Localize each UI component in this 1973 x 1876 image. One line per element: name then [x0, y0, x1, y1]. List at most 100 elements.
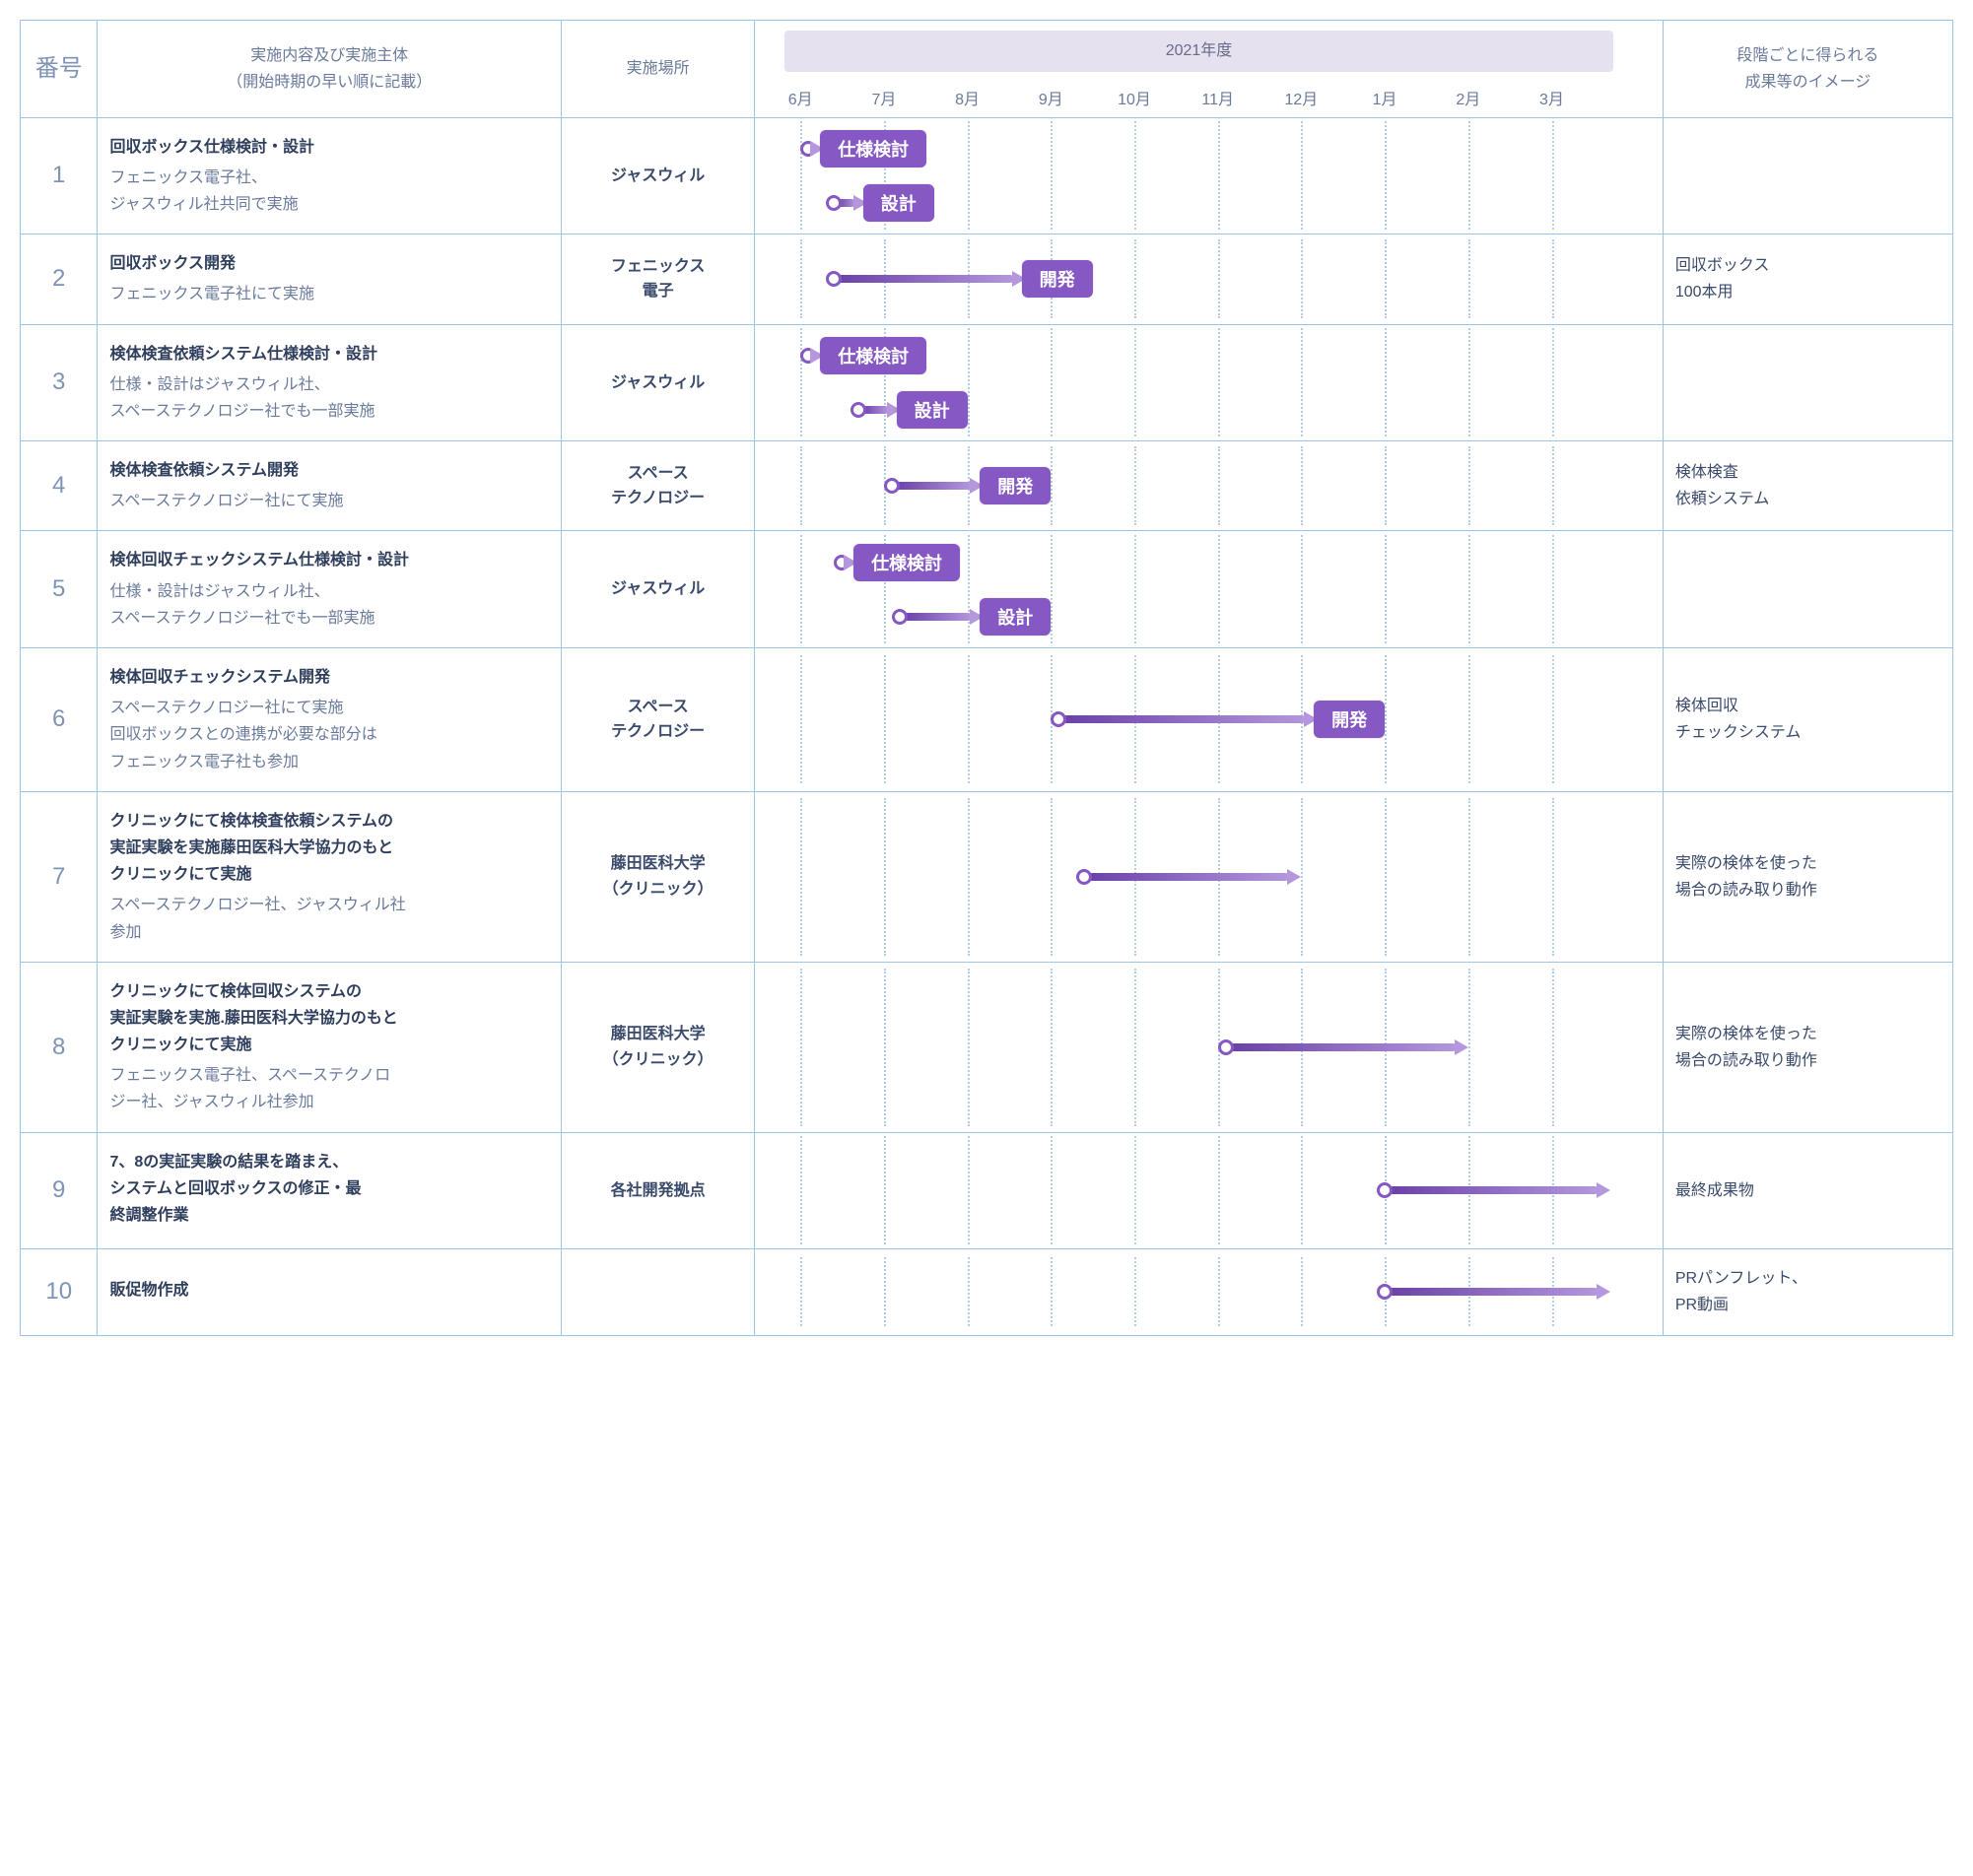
row-title: 回収ボックス仕様検討・設計 [109, 134, 549, 161]
row-result: 実際の検体を使った場合の読み取り動作 [1663, 791, 1952, 962]
month-label: 10月 [1118, 88, 1151, 113]
gridline [1552, 239, 1554, 318]
gridline [1134, 328, 1136, 436]
gridline [1051, 328, 1053, 436]
gridline [1218, 328, 1220, 436]
gridline [1468, 446, 1470, 525]
gridline [1552, 446, 1554, 525]
gridline [800, 655, 802, 783]
gridline [800, 446, 802, 525]
gridline [968, 121, 970, 230]
row-chart-cell [755, 1249, 1664, 1335]
gridline [1385, 535, 1387, 643]
bar-label: 仕様検討 [820, 130, 926, 168]
gridline [1134, 535, 1136, 643]
gridline [1134, 121, 1136, 230]
table-row: 5検体回収チェックシステム仕様検討・設計仕様・設計はジャスウィル社、スペーステク… [21, 531, 1953, 648]
gridline [968, 1136, 970, 1244]
bar-line [1088, 873, 1290, 881]
row-title: 7、8の実証実験の結果を踏まえ、システムと回収ボックスの修正・最終調整作業 [109, 1149, 549, 1230]
gridline [1051, 446, 1053, 525]
bar-label: 仕様検討 [820, 337, 926, 374]
row-chart-cell: 仕様検討設計 [755, 117, 1664, 234]
gridline [1218, 535, 1220, 643]
gridline [1552, 328, 1554, 436]
row-place: 藤田医科大学（クリニック） [562, 791, 755, 962]
row-title: 検体検査依頼システム開発 [109, 457, 549, 484]
gantt-bar [1377, 1173, 1610, 1207]
gridline [968, 969, 970, 1126]
row-number: 5 [21, 531, 98, 648]
row-chart-cell: 開発 [755, 441, 1664, 531]
gridline [800, 239, 802, 318]
gantt-bar: 仕様検討 [800, 132, 884, 166]
gridline [1218, 1257, 1220, 1326]
gridline [1218, 239, 1220, 318]
gantt-bar: 開発 [884, 469, 1051, 502]
table-header: 番号 実施内容及び実施主体 （開始時期の早い順に記載） 実施場所 2021年度 … [21, 21, 1953, 118]
bar-start-dot-icon [884, 478, 900, 494]
row-number: 8 [21, 962, 98, 1132]
row-title: 検体回収チェックシステム開発 [109, 664, 549, 691]
row-place: スペーステクノロジー [562, 648, 755, 792]
row-place [562, 1249, 755, 1335]
chart-area [755, 1136, 1663, 1244]
gantt-bar: 設計 [826, 186, 934, 220]
gridline [1385, 121, 1387, 230]
row-place: 各社開発拠点 [562, 1132, 755, 1249]
table-row: 97、8の実証実験の結果を踏まえ、システムと回収ボックスの修正・最終調整作業各社… [21, 1132, 1953, 1249]
gridline [1218, 446, 1220, 525]
row-result [1663, 117, 1952, 234]
gridline [1051, 121, 1053, 230]
table-row: 8クリニックにて検体回収システムの実証実験を実施.藤田医科大学協力のもとクリニッ… [21, 962, 1953, 1132]
row-subtitle: フェニックス電子社、スペーステクノロジー社、ジャスウィル社参加 [109, 1062, 549, 1115]
gridline [1051, 798, 1053, 956]
gridline [1301, 446, 1303, 525]
timeline-header-container: 2021年度 6月7月8月9月10月11月12月1月2月3月 [755, 31, 1663, 117]
header-place: 実施場所 [562, 21, 755, 118]
row-result: 実際の検体を使った場合の読み取り動作 [1663, 962, 1952, 1132]
row-description: 検体検査依頼システム仕様検討・設計仕様・設計はジャスウィル社、スペーステクノロジ… [98, 324, 562, 441]
header-result: 段階ごとに得られる 成果等のイメージ [1663, 21, 1952, 118]
header-num-text: 番号 [35, 55, 83, 82]
bar-arrow-icon [1455, 1039, 1468, 1055]
chart-area: 開発 [755, 655, 1663, 783]
bar-label: 仕様検討 [853, 544, 960, 581]
bar-line [1389, 1186, 1599, 1194]
month-label: 1月 [1373, 88, 1397, 113]
bar-start-dot-icon [826, 195, 842, 211]
row-number: 4 [21, 441, 98, 531]
header-desc-line2: （開始時期の早い順に記載） [109, 69, 549, 96]
chart-area: 開発 [755, 239, 1663, 318]
chart-area [755, 798, 1663, 956]
table-row: 4検体検査依頼システム開発スペーステクノロジー社にて実施スペーステクノロジー開発… [21, 441, 1953, 531]
gantt-bar: 仕様検討 [834, 546, 925, 579]
row-result: 検体回収チェックシステム [1663, 648, 1952, 792]
gridline [800, 969, 802, 1126]
gridline [1134, 1136, 1136, 1244]
row-subtitle: 仕様・設計はジャスウィル社、スペーステクノロジー社でも一部実施 [109, 371, 549, 425]
row-subtitle: フェニックス電子社にて実施 [109, 281, 549, 307]
table-body: 1回収ボックス仕様検討・設計フェニックス電子社、ジャスウィル社共同で実施ジャスウ… [21, 117, 1953, 1335]
header-timeline: 2021年度 6月7月8月9月10月11月12月1月2月3月 [755, 21, 1664, 118]
gridline [1468, 121, 1470, 230]
gridline [1051, 535, 1053, 643]
chart-area [755, 1257, 1663, 1326]
bar-arrow-icon [1597, 1182, 1610, 1198]
gantt-table: 番号 実施内容及び実施主体 （開始時期の早い順に記載） 実施場所 2021年度 … [20, 20, 1953, 1336]
gridline [968, 328, 970, 436]
table-row: 6検体回収チェックシステム開発スペーステクノロジー社にて実施回収ボックスとの連携… [21, 648, 1953, 792]
row-title: クリニックにて検体回収システムの実証実験を実施.藤田医科大学協力のもとクリニック… [109, 978, 549, 1059]
month-label: 2月 [1456, 88, 1480, 113]
timeline-year-label: 2021年度 [784, 31, 1613, 72]
month-label: 3月 [1539, 88, 1564, 113]
row-number: 2 [21, 234, 98, 324]
gridline [884, 1257, 886, 1326]
gridline [1134, 239, 1136, 318]
bar-start-dot-icon [892, 609, 908, 625]
row-description: 7、8の実証実験の結果を踏まえ、システムと回収ボックスの修正・最終調整作業 [98, 1132, 562, 1249]
bar-start-dot-icon [850, 402, 866, 418]
gridline [1468, 798, 1470, 956]
bar-start-dot-icon [1377, 1284, 1393, 1300]
gridline [800, 535, 802, 643]
